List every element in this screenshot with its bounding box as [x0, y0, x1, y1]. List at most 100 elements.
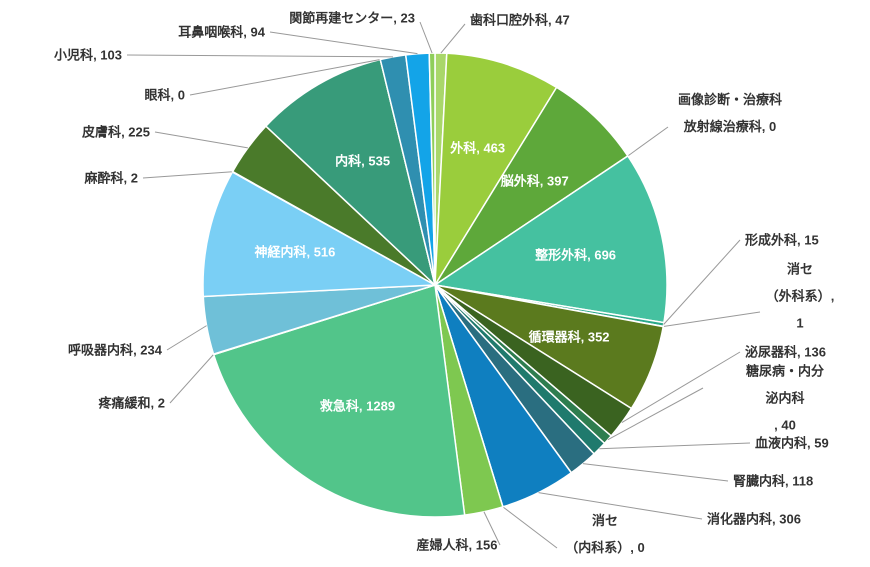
label-value: 94: [243, 25, 265, 40]
label-name: 血液内科: [755, 435, 808, 451]
data-label: 循環器科352: [529, 324, 610, 351]
leader-line: [502, 506, 558, 549]
leader-line: [627, 126, 669, 157]
label-name: 関節再建センター: [289, 10, 394, 26]
leader-line: [483, 511, 501, 546]
leader-line: [154, 131, 248, 149]
leader-line: [169, 354, 214, 404]
data-label: 糖尿病・内分泌内科 40: [743, 358, 828, 439]
label-value: 59: [807, 436, 829, 451]
label-name: 整形外科: [535, 247, 588, 263]
label-name: 泌尿器科: [745, 344, 798, 360]
label-name: 腎臓内科: [733, 473, 786, 489]
data-label: 整形外科696: [535, 241, 616, 268]
label-name: 耳鼻咽喉科: [178, 24, 244, 40]
pie-slice: [434, 52, 558, 286]
label-value: 103: [93, 48, 122, 63]
pie-slice: [433, 154, 668, 324]
data-label: 泌尿器科136: [745, 339, 826, 366]
label-name: 歯科口腔外科: [470, 12, 549, 28]
label-value: 463: [476, 140, 505, 155]
label-name: 循環器科: [528, 329, 581, 345]
data-label: 麻酔科2: [85, 165, 138, 192]
label-value: 535: [361, 153, 390, 168]
label-name: 消セ （内科系）: [565, 513, 631, 555]
label-name: 糖尿病・内分泌内科: [745, 363, 824, 406]
label-value: 15: [797, 233, 819, 248]
leader-line: [663, 311, 761, 327]
leader-line: [269, 31, 418, 55]
label-name: 皮膚科: [82, 124, 122, 140]
data-label: 内科535: [335, 147, 390, 174]
label-value: 234: [133, 343, 162, 358]
label-value: 23: [393, 11, 415, 26]
data-label: 消セ （外科系）1: [765, 256, 835, 337]
leader-line: [621, 351, 741, 423]
label-value: 2: [151, 396, 165, 411]
label-value: 47: [548, 13, 570, 28]
data-label: 消セ （内科系）0: [565, 507, 644, 561]
label-value: 136: [797, 345, 826, 360]
leader-line: [607, 387, 704, 441]
data-label: 疼痛緩和2: [99, 390, 165, 417]
label-name: 救急科: [319, 398, 359, 414]
data-label: 眼科0: [145, 82, 185, 109]
leader-line: [166, 325, 207, 351]
data-label: 小児科103: [54, 42, 122, 69]
leader-line: [599, 442, 751, 450]
pie-slice: [428, 52, 436, 286]
leader-line: [189, 59, 381, 96]
leader-line: [538, 492, 703, 520]
label-name: 脳外科: [500, 173, 540, 189]
label-value: 306: [772, 512, 801, 527]
label-value: 0: [762, 119, 776, 134]
data-label: 救急科1289: [320, 393, 395, 420]
leader-line: [142, 171, 233, 179]
label-name: 消セ （外科系）: [765, 261, 831, 304]
label-value: 225: [121, 125, 150, 140]
label-name: 小児科: [54, 47, 94, 63]
label-name: 形成外科: [745, 232, 798, 248]
leader-line: [582, 463, 729, 482]
label-value: 516: [306, 245, 335, 260]
label-value: 118: [785, 474, 813, 489]
pie-slice: [212, 284, 466, 518]
label-name: 内科: [335, 153, 362, 169]
label-value: 352: [581, 330, 610, 345]
label-value: 1289: [359, 399, 395, 414]
data-label: 画像診断・治療科 放射線治療科0: [678, 86, 782, 140]
label-value: 2: [124, 171, 138, 186]
data-label: 皮膚科225: [82, 119, 150, 146]
label-value: 0: [630, 540, 644, 555]
label-name: 画像診断・治療科 放射線治療科: [677, 92, 783, 134]
leader-line: [419, 21, 433, 54]
label-value: 40: [774, 418, 796, 433]
data-label: 呼吸器内科234: [68, 337, 162, 364]
label-name: 消化器内科: [707, 511, 773, 527]
label-name: 神経内科: [254, 244, 307, 260]
data-label: 産婦人科156: [417, 532, 498, 559]
label-value: 696: [587, 247, 616, 262]
label-name: 外科: [450, 140, 477, 156]
label-value: 0: [171, 88, 185, 103]
leader-line: [663, 239, 741, 325]
label-value: 397: [540, 174, 569, 189]
data-label: 血液内科59: [755, 430, 829, 457]
data-label: 耳鼻咽喉科94: [178, 19, 265, 46]
label-name: 疼痛緩和: [98, 395, 151, 411]
label-name: 産婦人科: [416, 537, 469, 553]
leader-line: [440, 23, 466, 54]
pie-slice: [202, 170, 438, 298]
data-label: 歯科口腔外科47: [470, 7, 570, 34]
data-label: 腎臓内科118: [733, 468, 813, 495]
leader-line: [126, 54, 393, 58]
data-label: 脳外科397: [501, 168, 569, 195]
label-name: 麻酔科: [84, 170, 124, 186]
data-label: 関節再建センター23: [289, 5, 415, 32]
data-label: 消化器内科306: [707, 506, 801, 533]
label-name: 呼吸器内科: [68, 342, 134, 358]
data-label: 形成外科15: [745, 227, 819, 254]
data-label: 外科463: [450, 134, 505, 161]
